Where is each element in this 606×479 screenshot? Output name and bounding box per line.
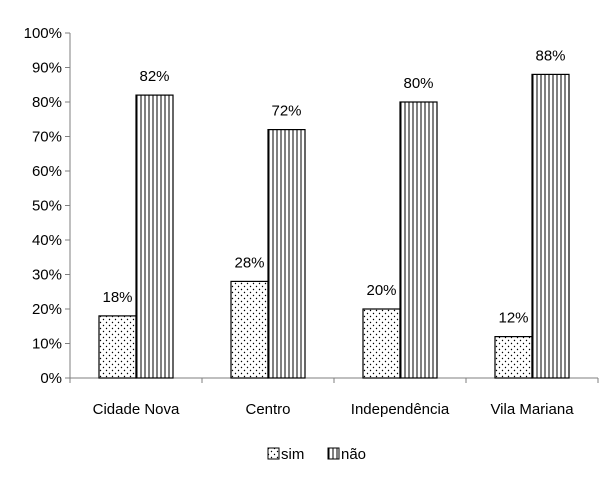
y-tick-label: 90% bbox=[32, 60, 62, 77]
y-tick-label: 40% bbox=[32, 232, 62, 249]
x-category-label: Independência bbox=[351, 401, 450, 418]
data-label: 20% bbox=[366, 282, 396, 299]
data-labels: 18% 82% 28% 72% 20% 80% 12% 88% bbox=[102, 47, 565, 326]
data-label: 82% bbox=[139, 68, 169, 85]
bars bbox=[98, 73, 570, 379]
y-tick-label: 10% bbox=[32, 336, 62, 353]
y-tick-label: 80% bbox=[32, 94, 62, 111]
data-label: 12% bbox=[498, 310, 528, 327]
legend-swatch-sim bbox=[267, 447, 280, 460]
bar-não-2 bbox=[399, 101, 438, 379]
y-tick-label: 100% bbox=[24, 25, 62, 42]
data-label: 80% bbox=[403, 75, 433, 92]
bar-não-1 bbox=[267, 129, 306, 379]
bar-sim-1 bbox=[230, 280, 269, 379]
data-label: 72% bbox=[271, 103, 301, 120]
bar-não-3 bbox=[531, 73, 570, 379]
legend-swatch-não bbox=[327, 447, 340, 460]
legend: sim não bbox=[267, 446, 366, 463]
data-label: 28% bbox=[234, 254, 264, 271]
legend-label: não bbox=[341, 446, 366, 463]
y-tick-label: 60% bbox=[32, 163, 62, 180]
bar-sim-2 bbox=[362, 308, 401, 379]
x-category-label: Cidade Nova bbox=[93, 401, 180, 418]
legend-label: sim bbox=[281, 446, 304, 463]
y-tick-label: 20% bbox=[32, 301, 62, 318]
x-category-label: Centro bbox=[245, 401, 290, 418]
bar-sim-3 bbox=[494, 336, 533, 379]
bar-sim-0 bbox=[98, 315, 137, 379]
y-tick-label: 30% bbox=[32, 267, 62, 284]
y-tick-label: 50% bbox=[32, 198, 62, 215]
data-label: 18% bbox=[102, 289, 132, 306]
x-category-label: Vila Mariana bbox=[490, 401, 574, 418]
y-tick-label: 70% bbox=[32, 129, 62, 146]
axes: 0% 10% 20% 30% 40% 50% 60% 70% 80% 90% 100% Cidade … bbox=[24, 25, 599, 418]
bar-não-0 bbox=[135, 94, 174, 379]
data-label: 88% bbox=[535, 47, 565, 64]
y-tick-label: 0% bbox=[40, 370, 62, 387]
